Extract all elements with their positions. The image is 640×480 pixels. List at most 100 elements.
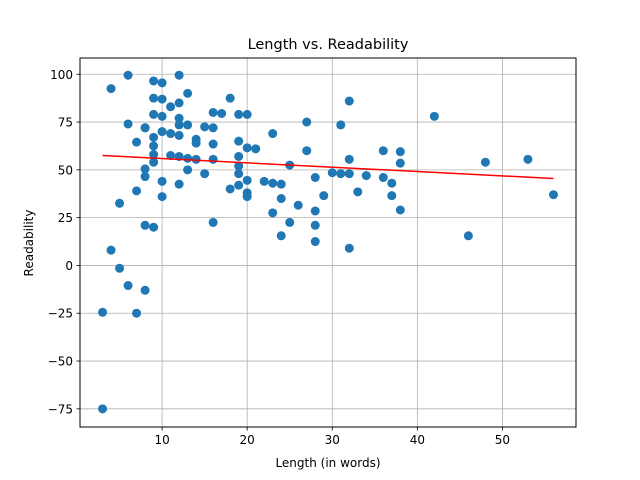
data-point [208,217,218,227]
data-point [353,187,363,197]
data-point [149,93,159,103]
y-tick-label: 50 [58,163,73,177]
data-point [395,158,405,168]
data-point [208,154,218,164]
data-point [98,404,108,414]
data-point [344,154,354,164]
data-point [174,179,184,189]
data-point [319,191,329,201]
data-point [234,180,244,190]
data-point [157,176,167,186]
data-point [123,70,133,80]
data-point [361,171,371,181]
x-tick-label: 50 [495,433,510,447]
data-point [268,129,278,139]
trendline [102,154,554,180]
data-point [174,98,184,108]
data-point [548,190,558,200]
data-point [123,281,133,291]
x-axis-title: Length (in words) [275,456,380,470]
x-tick-label: 30 [325,433,340,447]
y-axis-title: Readability [22,210,36,277]
data-point [285,217,295,227]
data-point [149,132,159,142]
data-point [157,127,167,137]
data-point [132,186,142,196]
data-point [183,165,193,175]
data-point [234,136,244,146]
chart-title: Length vs. Readability [248,37,409,53]
data-point [259,176,269,186]
data-point [200,122,210,132]
data-point [157,78,167,88]
data-point [115,263,125,273]
data-point [106,84,116,94]
data-point [395,205,405,215]
data-point [157,111,167,121]
data-point [132,137,142,147]
data-point [523,154,533,164]
data-point [157,94,167,104]
data-point [149,76,159,86]
data-point [166,102,176,112]
data-point [395,147,405,157]
axis-ticks: 10 20 30 40 50 −75 −50 −25 0 25 50 75 100 [48,68,510,447]
data-point [234,109,244,119]
data-point [234,151,244,161]
data-point [344,243,354,253]
data-point [191,138,201,148]
data-point [234,169,244,179]
data-point [344,96,354,106]
y-tick-label: 0 [65,259,73,273]
data-point [149,157,159,167]
data-point [208,123,218,133]
data-point [276,231,286,241]
data-point [140,285,150,295]
data-points [98,70,558,414]
data-point [302,117,312,127]
data-point [463,231,473,241]
data-point [149,141,159,151]
data-point [242,192,252,202]
data-point [140,220,150,230]
y-tick-label: −25 [48,307,73,321]
data-point [183,153,193,163]
data-point [106,245,116,255]
y-tick-label: 100 [50,68,73,82]
data-point [149,109,159,119]
data-point [123,119,133,129]
data-point [183,88,193,98]
x-tick-label: 20 [240,433,255,447]
grid-lines [80,58,576,427]
data-point [174,120,184,130]
data-point [200,169,210,179]
data-point [174,70,184,80]
data-point [242,109,252,119]
data-point [327,168,337,178]
data-point [378,172,388,182]
data-point [208,107,218,117]
data-point [174,130,184,140]
data-point [480,157,490,167]
data-point [225,184,235,194]
data-point [336,169,346,179]
plot-frame [79,57,577,428]
data-point [310,237,320,247]
y-tick-label: 75 [58,116,73,130]
data-point [276,194,286,204]
data-point [115,198,125,208]
data-point [208,139,218,149]
data-point [217,108,227,118]
data-point [302,146,312,156]
data-point [268,178,278,188]
data-point [191,154,201,164]
y-tick-label: −50 [48,355,73,369]
data-point [140,123,150,133]
trendline-layer [102,154,554,180]
data-point [140,164,150,174]
data-point [157,192,167,202]
data-point [140,172,150,182]
data-point [344,169,354,179]
data-point [149,222,159,232]
data-point [336,120,346,130]
